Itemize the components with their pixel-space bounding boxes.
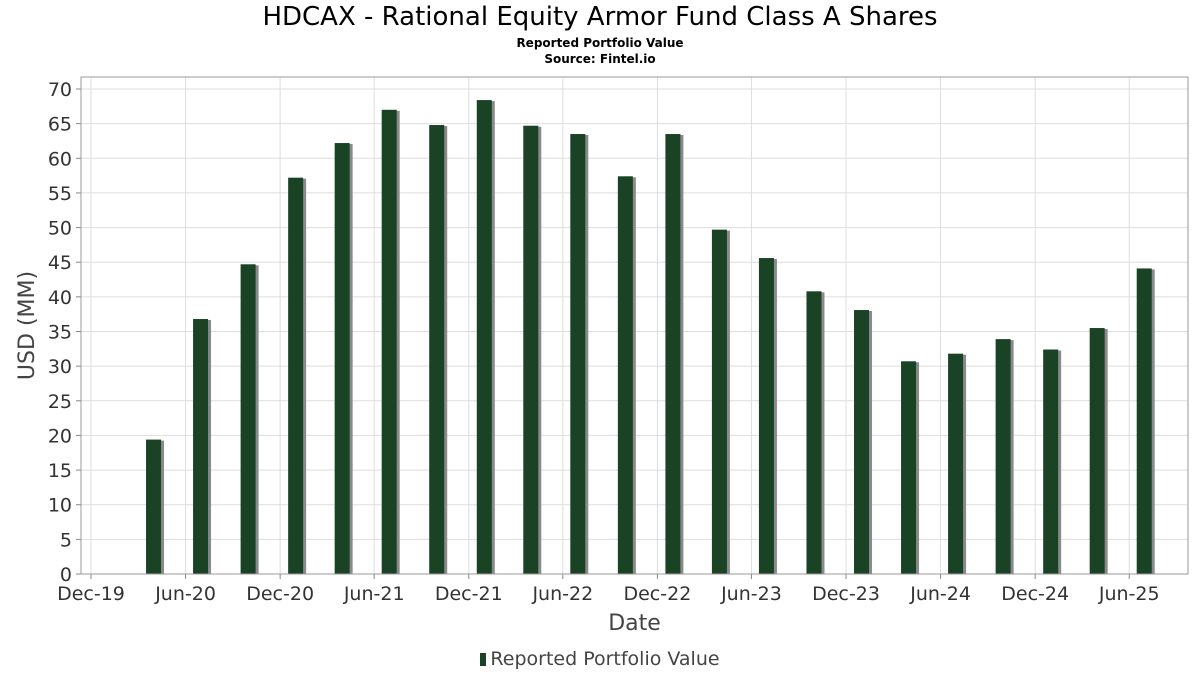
tick-label-y: 35	[48, 322, 72, 344]
tick-label-y: 0	[60, 564, 72, 586]
bar	[193, 319, 209, 574]
tick-label-y: 5	[60, 529, 72, 551]
bar	[240, 264, 256, 574]
tick-label-y: 30	[48, 356, 72, 378]
bar	[901, 361, 917, 574]
tick-label-y: 25	[48, 391, 72, 413]
bar	[617, 176, 633, 575]
tick-label-y: 45	[48, 252, 72, 274]
x-axis-title: Date	[608, 611, 661, 636]
bar	[146, 439, 162, 574]
tick-label-x: Jun-21	[343, 583, 405, 605]
tick-label-x: Jun-20	[154, 583, 216, 605]
tick-label-x: Dec-23	[812, 583, 880, 605]
bar	[429, 125, 445, 575]
tick-label-x: Jun-22	[531, 583, 593, 605]
plot-frame	[80, 76, 1189, 575]
bar	[288, 177, 304, 574]
chart-subtitle: Reported Portfolio Value	[516, 36, 684, 50]
legend: Reported Portfolio Value	[0, 648, 1200, 670]
legend-swatch	[480, 653, 487, 666]
bar	[476, 100, 492, 574]
tick-label-y: 65	[48, 114, 72, 136]
tick-label-y: 55	[48, 183, 72, 205]
tick-label-x: Jun-24	[909, 583, 971, 605]
tick-label-x: Dec-20	[246, 583, 314, 605]
bar	[570, 134, 586, 575]
tick-label-x: Dec-21	[435, 583, 503, 605]
tick-label-x: Dec-22	[623, 583, 691, 605]
tick-label-x: Dec-24	[1001, 583, 1069, 605]
bar	[995, 339, 1011, 574]
tick-label-x: Jun-25	[1098, 583, 1160, 605]
tick-label-y: 20	[48, 425, 72, 447]
chart-source: Source: Fintel.io	[544, 52, 656, 66]
tick-label-y: 50	[48, 218, 72, 240]
bar	[1043, 349, 1059, 574]
bar	[948, 353, 964, 574]
tick-label-y: 15	[48, 460, 72, 482]
bar	[711, 229, 727, 574]
bar	[854, 310, 870, 574]
tick-label-y: 40	[48, 287, 72, 309]
tick-label-y: 60	[48, 148, 72, 170]
bar	[665, 134, 681, 575]
y-axis-title: USD (MM)	[15, 271, 40, 380]
bar	[806, 291, 822, 574]
legend-label: Reported Portfolio Value	[490, 648, 720, 670]
bar	[523, 125, 539, 574]
tick-label-y: 10	[48, 495, 72, 517]
bar	[1089, 328, 1105, 574]
tick-label-y: 70	[48, 79, 72, 101]
bar	[334, 143, 350, 575]
tick-label-x: Jun-23	[720, 583, 782, 605]
bar	[381, 109, 397, 575]
chart-title: HDCAX - Rational Equity Armor Fund Class…	[262, 2, 938, 32]
bar	[758, 258, 774, 574]
tick-label-x: Dec-19	[57, 583, 125, 605]
bar	[1136, 268, 1152, 574]
